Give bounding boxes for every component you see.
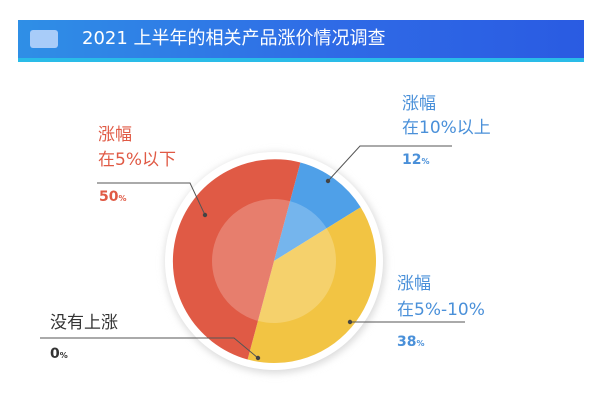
- callout-line: [97, 182, 206, 216]
- slice-value: 38%: [397, 334, 425, 350]
- callout-dot: [255, 355, 261, 361]
- logo-icon: [30, 30, 58, 48]
- pie-slice: [172, 159, 301, 360]
- header-bar: [18, 20, 584, 60]
- slice-label-sub: 在5%-10%: [397, 300, 485, 320]
- slice-value: 12%: [402, 152, 430, 168]
- header-stripe: [18, 58, 584, 62]
- page-title: 2021 上半年的相关产品涨价情况调查: [82, 28, 386, 49]
- pie-slice: [274, 162, 361, 261]
- callout-dot: [347, 319, 353, 325]
- callout-dot: [325, 178, 331, 184]
- callout-line: [40, 337, 259, 359]
- callout-line: [327, 145, 452, 182]
- slice-label-sub: 在5%以下: [98, 150, 176, 170]
- pie-inner-highlight: [274, 201, 327, 261]
- slice-value: 0%: [50, 346, 68, 362]
- slice-label: 涨幅: [402, 94, 436, 114]
- pie-inner-highlight: [257, 228, 336, 324]
- slice-label: 涨幅: [397, 274, 431, 294]
- slice-label: 没有上涨: [50, 313, 118, 333]
- slice-value: 50%: [99, 189, 127, 205]
- slice-label: 涨幅: [98, 125, 132, 145]
- callout-dot: [202, 212, 208, 218]
- pie-slice: [247, 207, 376, 363]
- pie-inner-highlight: [212, 199, 291, 321]
- slice-label-sub: 在10%以上: [402, 118, 491, 138]
